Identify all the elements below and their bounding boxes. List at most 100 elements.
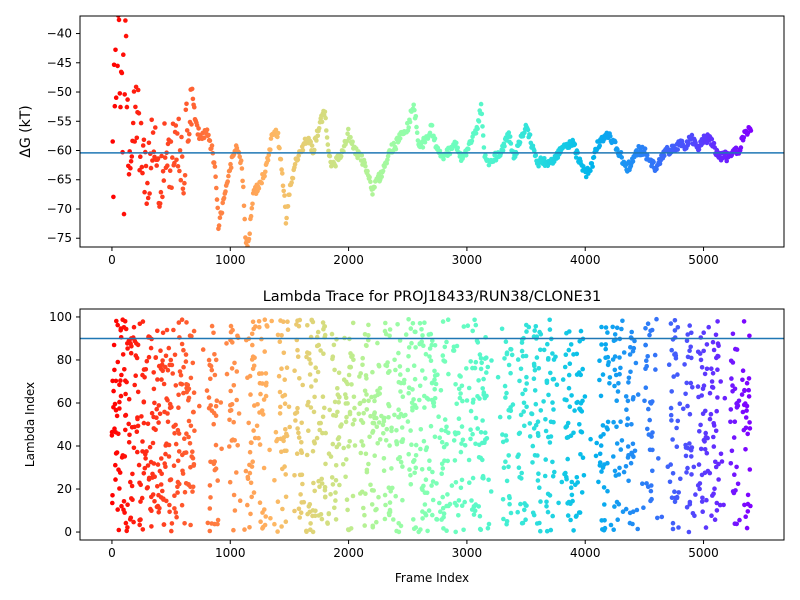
lambda-point — [728, 419, 733, 425]
lambda-point — [471, 512, 477, 517]
lambda-point — [411, 517, 416, 522]
lambda-point — [313, 508, 318, 514]
lambda-point — [344, 457, 349, 462]
lambda-point — [697, 486, 702, 492]
lambda-point — [145, 463, 151, 468]
lambda-point — [190, 449, 195, 455]
delta-g-point — [140, 143, 146, 148]
lambda-point — [743, 514, 748, 519]
lambda-point — [616, 472, 622, 477]
lambda-point — [747, 333, 752, 339]
lambda-point — [611, 527, 616, 532]
lambda-point — [347, 439, 353, 444]
lambda-point — [281, 350, 287, 356]
delta-g-point — [346, 126, 351, 132]
lambda-point — [703, 525, 709, 530]
lambda-point — [479, 360, 485, 366]
lambda-point — [366, 322, 371, 328]
lambda-point — [208, 403, 213, 408]
lambda-point — [169, 528, 174, 534]
lambda-point — [643, 326, 648, 331]
lambda-point — [718, 451, 724, 457]
lambda-point — [318, 512, 324, 517]
lambda-point — [247, 449, 253, 455]
lambda-point — [460, 437, 466, 443]
lambda-point — [614, 441, 620, 446]
lambda-point — [447, 501, 453, 507]
lambda-point — [320, 430, 325, 436]
lambda-point — [325, 521, 331, 526]
lambda-plot-frame — [79, 308, 785, 541]
lambda-point — [612, 354, 618, 359]
lambda-point — [605, 427, 610, 432]
lambda-point — [208, 363, 214, 369]
lambda-point — [352, 417, 357, 423]
lambda-point — [476, 378, 481, 383]
delta-g-point — [427, 130, 433, 136]
lambda-point — [732, 386, 738, 392]
lambda-point — [461, 324, 467, 329]
lambda-point — [155, 462, 161, 467]
lambda-point — [714, 408, 719, 414]
lambda-point — [563, 470, 568, 476]
lambda-point — [170, 371, 175, 376]
lambda-point — [128, 515, 134, 521]
lambda-point — [619, 326, 624, 332]
lambda-point — [707, 390, 713, 396]
delta-g-point — [150, 130, 156, 135]
lambda-point — [186, 418, 192, 424]
lambda-point — [361, 505, 366, 511]
lambda-point — [206, 395, 212, 400]
delta-g-point — [220, 200, 225, 206]
lambda-point — [531, 512, 537, 518]
lambda-point — [329, 475, 335, 480]
lambda-point — [456, 513, 461, 518]
lambda-point — [674, 495, 680, 501]
lambda-point — [743, 415, 749, 420]
delta-g-point — [150, 158, 155, 163]
lambda-point — [461, 527, 466, 533]
lambda-point — [605, 488, 610, 494]
lambda-point — [313, 378, 319, 383]
lambda-point — [607, 375, 613, 380]
lambda-point — [155, 484, 160, 489]
lambda-point — [213, 413, 219, 419]
lambda-point — [137, 522, 142, 528]
lambda-point — [721, 502, 726, 508]
lambda-point — [566, 385, 572, 391]
x-tick-label: 2000 — [333, 546, 364, 560]
lambda-point — [506, 464, 511, 470]
lambda-point — [260, 381, 265, 386]
lambda-point — [577, 510, 583, 515]
lambda-point — [412, 458, 417, 463]
lambda-point — [453, 382, 458, 387]
lambda-point — [439, 439, 445, 445]
lambda-point — [396, 350, 401, 356]
lambda-point — [442, 417, 448, 422]
delta-g-point — [148, 165, 154, 171]
lambda-point — [215, 521, 220, 527]
lambda-point — [135, 342, 141, 348]
lambda-point — [668, 405, 674, 411]
lambda-point — [615, 517, 620, 522]
lambda-point — [333, 478, 339, 483]
lambda-point — [571, 528, 576, 533]
delta-g-point — [597, 143, 602, 148]
lambda-point — [318, 348, 323, 353]
lambda-point — [250, 459, 255, 465]
lambda-point — [251, 490, 257, 495]
lambda-point — [366, 333, 371, 338]
lambda-point — [745, 431, 750, 437]
delta-g-point — [132, 139, 137, 144]
lambda-point — [553, 354, 558, 360]
lambda-point — [529, 411, 535, 417]
lambda-point — [260, 412, 266, 417]
delta-g-point — [226, 173, 231, 179]
delta-g-point — [175, 131, 180, 136]
lambda-point — [532, 388, 538, 393]
lambda-point — [715, 353, 720, 359]
delta-g-point — [391, 140, 397, 146]
lambda-point — [370, 523, 376, 529]
lambda-point — [295, 405, 300, 411]
lambda-point — [440, 353, 446, 358]
